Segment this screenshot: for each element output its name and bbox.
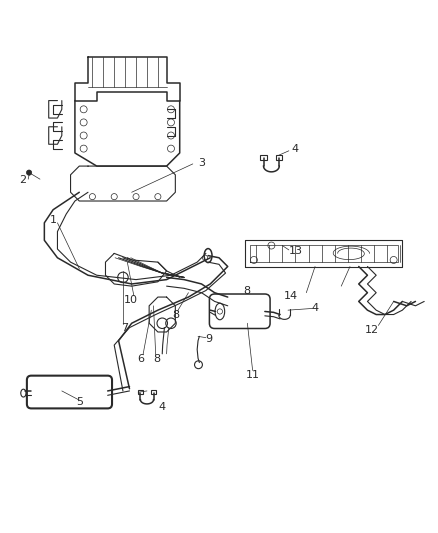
Text: 7: 7 — [122, 324, 129, 334]
Circle shape — [26, 170, 32, 175]
Text: 5: 5 — [76, 397, 83, 407]
Text: 11: 11 — [246, 370, 260, 380]
Circle shape — [27, 171, 31, 174]
Text: 8: 8 — [153, 354, 161, 364]
Text: 12: 12 — [365, 325, 379, 335]
Text: 3: 3 — [198, 158, 205, 167]
Text: 8: 8 — [243, 286, 250, 295]
Text: 4: 4 — [292, 144, 299, 154]
Text: 4: 4 — [159, 402, 166, 412]
Text: 6: 6 — [137, 354, 144, 364]
Text: 13: 13 — [289, 246, 303, 256]
Text: 10: 10 — [124, 295, 138, 305]
Text: 8: 8 — [172, 310, 179, 320]
Text: 14: 14 — [284, 291, 298, 301]
Text: 4: 4 — [311, 303, 318, 313]
Text: 2: 2 — [19, 175, 26, 185]
Text: 1: 1 — [49, 215, 57, 225]
Text: 9: 9 — [205, 334, 212, 344]
